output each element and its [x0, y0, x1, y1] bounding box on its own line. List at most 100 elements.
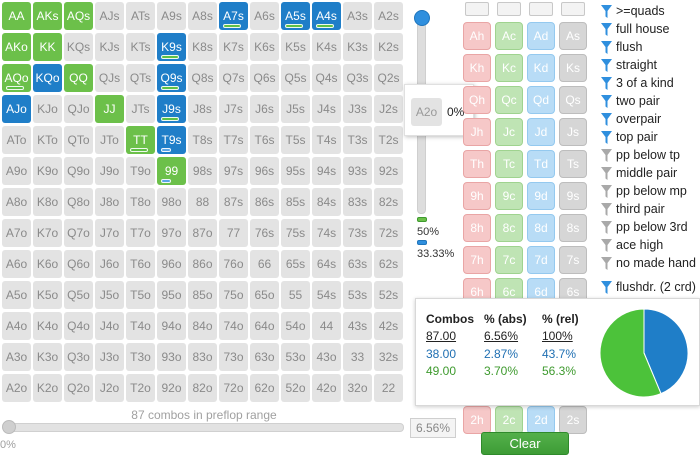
card-Jd[interactable]: Jd — [527, 118, 555, 146]
hand-cell-AJo[interactable]: AJo — [2, 95, 31, 123]
hand-cell-55[interactable]: 55 — [281, 281, 310, 309]
hand-cell-A4o[interactable]: A4o — [2, 312, 31, 340]
filter-flush[interactable]: flush — [601, 39, 642, 55]
hand-cell-AQo[interactable]: AQo — [2, 64, 31, 92]
hand-cell-92o[interactable]: 92o — [157, 374, 186, 402]
hand-cell-K8s[interactable]: K8s — [188, 33, 217, 61]
hand-cell-52s[interactable]: 52s — [374, 281, 403, 309]
filter-no-made-hand[interactable]: no made hand — [601, 255, 696, 271]
hand-cell-93s[interactable]: 93s — [343, 157, 372, 185]
hand-cell-82s[interactable]: 82s — [374, 188, 403, 216]
hand-cell-Q4s[interactable]: Q4s — [312, 64, 341, 92]
hand-cell-93o[interactable]: 93o — [157, 343, 186, 371]
hand-cell-ATo[interactable]: ATo — [2, 126, 31, 154]
card-7d[interactable]: 7d — [527, 246, 555, 274]
filter-3-of-a-kind[interactable]: 3 of a kind — [601, 75, 674, 91]
hand-cell-A2s[interactable]: A2s — [374, 2, 403, 30]
hand-cell-A3s[interactable]: A3s — [343, 2, 372, 30]
filter-pp-below-mp[interactable]: pp below mp — [601, 183, 687, 199]
hand-cell-94o[interactable]: 94o — [157, 312, 186, 340]
hand-cell-83o[interactable]: 83o — [188, 343, 217, 371]
card-9s[interactable]: 9s — [559, 182, 587, 210]
hand-cell-T7o[interactable]: T7o — [126, 219, 155, 247]
hand-cell-J9s[interactable]: J9s — [157, 95, 186, 123]
hand-cell-76s[interactable]: 76s — [250, 219, 279, 247]
hand-cell-Q8o[interactable]: Q8o — [64, 188, 93, 216]
hand-cell-74o[interactable]: 74o — [219, 312, 248, 340]
card-Jc[interactable]: Jc — [495, 118, 523, 146]
range-pct-input[interactable]: 6.56% — [410, 418, 456, 438]
hand-cell-92s[interactable]: 92s — [374, 157, 403, 185]
hand-cell-T4o[interactable]: T4o — [126, 312, 155, 340]
suit-header-d[interactable] — [529, 2, 553, 16]
filter-third-pair[interactable]: third pair — [601, 201, 665, 217]
hand-cell-JJ[interactable]: JJ — [95, 95, 124, 123]
hand-cell-K8o[interactable]: K8o — [33, 188, 62, 216]
hand-cell-A3o[interactable]: A3o — [2, 343, 31, 371]
hand-cell-K2o[interactable]: K2o — [33, 374, 62, 402]
card-Qd[interactable]: Qd — [527, 86, 555, 114]
suit-header-s[interactable] — [561, 2, 585, 16]
hand-cell-Q9s[interactable]: Q9s — [157, 64, 186, 92]
card-Qh[interactable]: Qh — [463, 86, 491, 114]
hand-cell-97s[interactable]: 97s — [219, 157, 248, 185]
hand-cell-J5s[interactable]: J5s — [281, 95, 310, 123]
card-9c[interactable]: 9c — [495, 182, 523, 210]
hand-cell-77[interactable]: 77 — [219, 219, 248, 247]
hand-cell-T5o[interactable]: T5o — [126, 281, 155, 309]
hand-cell-QJs[interactable]: QJs — [95, 64, 124, 92]
hand-cell-T8s[interactable]: T8s — [188, 126, 217, 154]
hand-cell-KTs[interactable]: KTs — [126, 33, 155, 61]
hand-cell-QJo[interactable]: QJo — [64, 95, 93, 123]
card-7s[interactable]: 7s — [559, 246, 587, 274]
hand-cell-Q2s[interactable]: Q2s — [374, 64, 403, 92]
filter-straight[interactable]: straight — [601, 57, 657, 73]
card-Th[interactable]: Th — [463, 150, 491, 178]
filter-overpair[interactable]: overpair — [601, 111, 661, 127]
hand-cell-87o[interactable]: 87o — [188, 219, 217, 247]
hand-cell-QTo[interactable]: QTo — [64, 126, 93, 154]
hand-cell-75s[interactable]: 75s — [281, 219, 310, 247]
hand-cell-99[interactable]: 99 — [157, 157, 186, 185]
hand-cell-ATs[interactable]: ATs — [126, 2, 155, 30]
card-Kc[interactable]: Kc — [495, 54, 523, 82]
hand-cell-62o[interactable]: 62o — [250, 374, 279, 402]
hand-cell-K5o[interactable]: K5o — [33, 281, 62, 309]
suit-header-h[interactable] — [465, 2, 489, 16]
hand-cell-J2o[interactable]: J2o — [95, 374, 124, 402]
card-Qs[interactable]: Qs — [559, 86, 587, 114]
card-8s[interactable]: 8s — [559, 214, 587, 242]
hand-cell-74s[interactable]: 74s — [312, 219, 341, 247]
hand-cell-Q5s[interactable]: Q5s — [281, 64, 310, 92]
hand-cell-82o[interactable]: 82o — [188, 374, 217, 402]
filter-flushdr-2-crd[interactable]: flushdr. (2 crd) — [601, 279, 696, 295]
hand-cell-43s[interactable]: 43s — [343, 312, 372, 340]
suit-header-c[interactable] — [497, 2, 521, 16]
hand-cell-T6s[interactable]: T6s — [250, 126, 279, 154]
hand-cell-J2s[interactable]: J2s — [374, 95, 403, 123]
card-Tc[interactable]: Tc — [495, 150, 523, 178]
hand-cell-53s[interactable]: 53s — [343, 281, 372, 309]
hand-cell-A6o[interactable]: A6o — [2, 250, 31, 278]
range-slider-track[interactable] — [6, 423, 404, 432]
hand-cell-JTs[interactable]: JTs — [126, 95, 155, 123]
hand-cell-32o[interactable]: 32o — [343, 374, 372, 402]
weight-slider-thumb[interactable] — [414, 10, 430, 26]
hand-cell-32s[interactable]: 32s — [374, 343, 403, 371]
hand-cell-42s[interactable]: 42s — [374, 312, 403, 340]
hand-cell-A8s[interactable]: A8s — [188, 2, 217, 30]
hand-cell-95o[interactable]: 95o — [157, 281, 186, 309]
hand-cell-63s[interactable]: 63s — [343, 250, 372, 278]
hand-cell-J6o[interactable]: J6o — [95, 250, 124, 278]
card-2h[interactable]: 2h — [463, 406, 491, 434]
hand-cell-88[interactable]: 88 — [188, 188, 217, 216]
filter-quads[interactable]: >=quads — [601, 3, 665, 19]
hand-cell-K3o[interactable]: K3o — [33, 343, 62, 371]
card-Kh[interactable]: Kh — [463, 54, 491, 82]
hand-cell-83s[interactable]: 83s — [343, 188, 372, 216]
hand-cell-A9s[interactable]: A9s — [157, 2, 186, 30]
hand-cell-KJs[interactable]: KJs — [95, 33, 124, 61]
hand-cell-85s[interactable]: 85s — [281, 188, 310, 216]
hand-cell-AQs[interactable]: AQs — [64, 2, 93, 30]
hand-cell-QTs[interactable]: QTs — [126, 64, 155, 92]
